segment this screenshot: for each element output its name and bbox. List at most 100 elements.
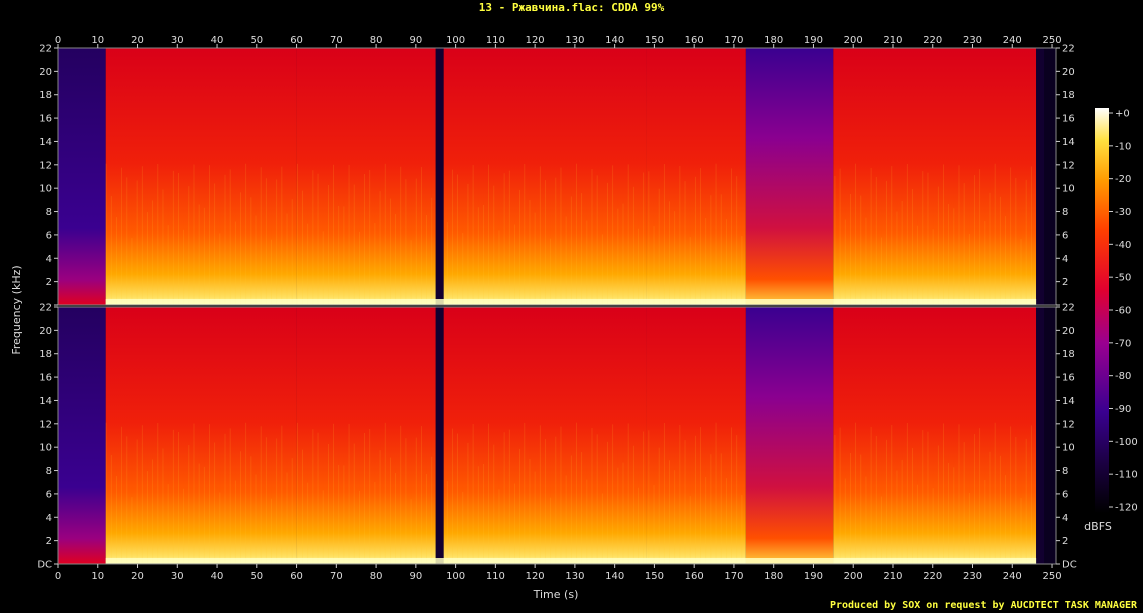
y-axis-label: Frequency (kHz) (10, 265, 23, 354)
spectral-streak (250, 197, 252, 305)
spectral-streak (276, 438, 278, 564)
spectral-streak (565, 475, 567, 564)
y-tick-label: DC (1062, 560, 1077, 571)
spectral-streak (131, 238, 133, 305)
x-tick-label: 70 (330, 35, 343, 46)
y-tick-label: 8 (1062, 466, 1068, 477)
spectral-streak (514, 224, 515, 305)
spectral-streak (348, 423, 350, 564)
spectral-streak (353, 184, 355, 305)
spectral-streak (968, 493, 970, 564)
spectral-streak (121, 167, 123, 305)
x-tick-label: 240 (1003, 571, 1022, 582)
colorbar-tick-label: -40 (1115, 240, 1131, 251)
spectral-streak (457, 174, 458, 305)
colorbar-tick-label: -120 (1115, 503, 1138, 514)
spectral-streak (679, 165, 681, 305)
spectral-streak (395, 473, 396, 564)
spectral-streak (431, 456, 433, 564)
spectral-streak (467, 442, 469, 564)
spectral-streak (400, 425, 402, 564)
spectral-streak (736, 435, 738, 564)
spectral-streak (493, 185, 495, 305)
spectral-streak (979, 428, 981, 564)
spectral-streak (327, 443, 329, 564)
x-tick-label: 20 (131, 35, 144, 46)
spectral-streak (581, 452, 583, 564)
spectral-streak (638, 228, 639, 305)
spectral-streak (855, 163, 857, 305)
spectral-streak (209, 165, 210, 305)
spectral-streak (141, 425, 143, 564)
spectral-streak (333, 164, 334, 305)
spectral-streak (643, 172, 645, 305)
spectral-streak (141, 166, 143, 305)
y-tick-label: 16 (39, 373, 52, 384)
spectral-streak (979, 169, 981, 305)
spectral-streak (1005, 216, 1006, 305)
y-tick-label: 18 (39, 349, 52, 360)
y-tick-label: 6 (1062, 489, 1068, 500)
spectral-streak (369, 428, 371, 564)
y-tick-label: 20 (39, 67, 52, 78)
spectral-streak (209, 424, 210, 564)
spectral-streak (886, 180, 888, 305)
spectral-streak (203, 207, 205, 305)
spectral-streak (700, 168, 701, 305)
x-tick-label: 160 (685, 571, 704, 582)
low-frequency-band (105, 299, 1037, 305)
spectral-streak (860, 195, 862, 305)
spectral-streak (710, 195, 712, 305)
spectral-streak (586, 479, 588, 564)
spectral-streak (245, 422, 247, 564)
spectral-streak (865, 476, 867, 564)
spectral-streak (167, 484, 169, 564)
spectral-streak (601, 234, 603, 305)
x-tick-label: 210 (883, 35, 902, 46)
colorbar-tick-label: -20 (1115, 174, 1131, 185)
spectral-streak (374, 482, 376, 564)
y-tick-label: 14 (1062, 137, 1075, 148)
spectral-streak (157, 163, 159, 305)
spectral-streak (353, 443, 355, 564)
spectral-streak (669, 460, 670, 564)
spectral-streak (844, 219, 846, 305)
spectral-streak (891, 425, 893, 564)
spectral-streak (875, 177, 877, 305)
spectral-streak (250, 456, 252, 564)
spectral-streak (643, 431, 645, 564)
spectral-streak (302, 190, 303, 305)
spectral-streak (963, 442, 965, 564)
y-tick-label: 12 (39, 419, 52, 430)
y-tick-label: 4 (1062, 254, 1068, 265)
y-tick-label: 22 (39, 44, 52, 55)
spectral-streak (622, 203, 624, 305)
spectral-streak (648, 430, 650, 564)
spectral-streak (576, 422, 577, 564)
spectral-streak (999, 196, 1001, 305)
spectral-streak (260, 426, 262, 564)
y-tick-label: 2 (1062, 536, 1068, 547)
spectral-streak (224, 433, 226, 564)
spectral-streak (581, 193, 583, 305)
y-tick-label: 4 (46, 254, 52, 265)
x-tick-label: 150 (645, 35, 664, 46)
y-tick-label: 6 (46, 230, 52, 241)
spectral-streak (307, 482, 309, 564)
spectral-streak (462, 491, 464, 564)
spectral-streak (229, 428, 231, 564)
spectral-streak (136, 439, 138, 564)
spectral-streak (674, 470, 676, 564)
x-tick-label: 200 (844, 571, 863, 582)
spectral-streak (948, 203, 950, 305)
spectral-streak (503, 173, 505, 305)
spectral-streak (508, 170, 510, 305)
spectral-streak (1030, 425, 1032, 564)
spectral-streak (984, 220, 986, 305)
spectral-streak (178, 172, 179, 305)
x-tick-label: 220 (923, 571, 942, 582)
y-tick-label: 2 (46, 277, 52, 288)
spectral-streak (390, 198, 391, 305)
spectral-streak (968, 234, 970, 305)
spectral-streak (374, 223, 376, 305)
